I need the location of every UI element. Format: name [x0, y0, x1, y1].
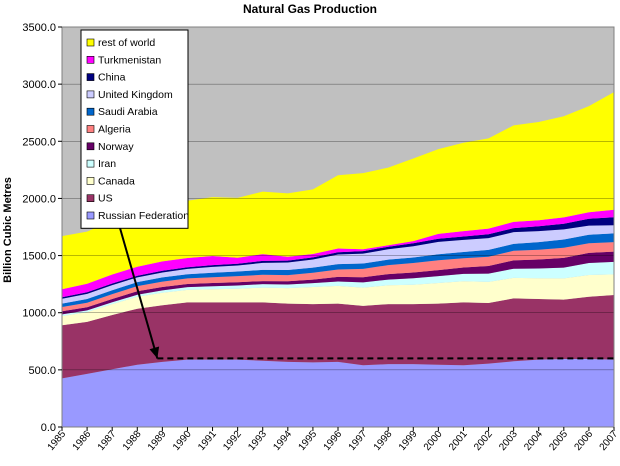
legend-swatch-china [86, 73, 95, 81]
chart-title: Natural Gas Production [243, 2, 377, 16]
legend-swatch-iran [86, 159, 95, 168]
area-series-united-kingdom [62, 225, 614, 304]
area-series-canada [62, 274, 614, 326]
x-tick-label: 2003 [497, 429, 520, 453]
legend-label-russian-federation: Russian Federation [98, 210, 189, 222]
x-tick-label: 1993 [246, 429, 269, 453]
x-tick-label: 2007 [598, 429, 620, 453]
area-series-china [62, 217, 614, 299]
legend-box [80, 29, 189, 229]
legend-label-united-kingdom: United Kingdom [98, 89, 173, 101]
legend-swatch-us [86, 194, 95, 202]
legend-label-turkmenistan: Turkmenistan [98, 54, 161, 66]
x-tick-label: 1987 [96, 429, 119, 453]
legend-label-saudi-arabia: Saudi Arabia [98, 106, 158, 118]
area-series-norway [62, 251, 614, 315]
x-tick-label: 1999 [397, 429, 420, 453]
x-tick-label: 2002 [472, 429, 495, 453]
x-tick-label: 1988 [121, 429, 144, 453]
legend-label-iran: Iran [98, 158, 116, 170]
legend-label-rest-of-world: rest of world [98, 37, 155, 49]
legend-label-norway: Norway [98, 141, 134, 153]
area-series-saudi-arabia [62, 233, 614, 307]
x-tick-label: 2001 [447, 429, 470, 453]
legend: rest of world Turkmenistan China United Kin… [80, 29, 189, 229]
x-tick-label: 1996 [322, 429, 345, 453]
legend-swatch-turkmenistan [86, 55, 95, 64]
x-tick-label: 1991 [196, 429, 219, 453]
area-series-turkmenistan [62, 209, 614, 298]
legend-swatch-norway [86, 142, 95, 151]
area-series-algeria [62, 242, 614, 312]
y-tick-label: 3000.0 [22, 79, 56, 91]
plot-area [62, 27, 614, 427]
x-tick-label: 1992 [221, 429, 244, 453]
legend-label-us: US [98, 193, 113, 205]
x-tick-label: 2006 [572, 429, 595, 453]
y-tick-label: 1500.0 [22, 251, 56, 263]
x-tick-label: 1998 [372, 429, 395, 453]
y-tick-label: 0.0 [41, 422, 56, 434]
y-tick-label: 1000.0 [22, 308, 56, 320]
legend-swatch-rest-of-world [86, 38, 95, 47]
annotation-arrowhead [149, 346, 160, 359]
legend-swatch-united-kingdom [86, 90, 95, 99]
legend-swatch-saudi-arabia [86, 107, 95, 116]
y-axis-label: Billion Cubic Metres [2, 177, 14, 283]
legend-swatch-russian-federation [86, 211, 95, 220]
x-tick-label: 1986 [71, 429, 94, 453]
x-tick-label: 2004 [522, 429, 545, 453]
area-series-russian-federation [62, 359, 614, 427]
x-tick-label: 1994 [271, 429, 294, 453]
x-tick-label: 2005 [547, 429, 570, 453]
x-tick-label: 1990 [171, 429, 194, 453]
y-tick-label: 2500.0 [22, 136, 56, 148]
y-tick-label: 500.0 [28, 365, 56, 377]
y-tick-label: 2000.0 [22, 193, 56, 205]
area-series-rest-of-world [62, 92, 614, 290]
legend-swatch-canada [86, 177, 95, 185]
legend-label-china: China [98, 72, 126, 84]
legend-label-algeria: Algeria [98, 124, 131, 136]
x-tick-label: 2000 [422, 429, 445, 453]
x-tick-label: 1989 [146, 429, 169, 453]
x-tick-label: 1995 [296, 429, 319, 453]
x-tick-label: 1997 [347, 429, 370, 453]
y-tick-label: 3500.0 [22, 22, 56, 34]
area-series-iran [62, 261, 614, 317]
legend-swatch-algeria [86, 125, 95, 133]
legend-label-canada: Canada [98, 175, 135, 187]
